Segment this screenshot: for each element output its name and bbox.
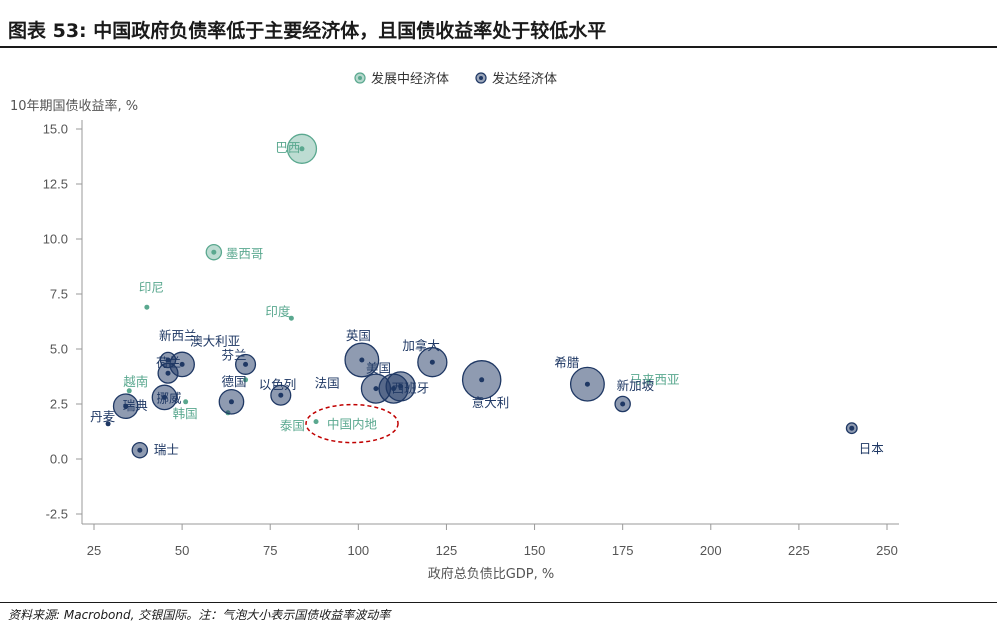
point-dot-德国: [228, 399, 234, 405]
point-label-巴西: 巴西: [275, 140, 300, 155]
chart-bubbles: [105, 133, 858, 459]
point-dot-印度: [288, 315, 294, 321]
legend-marker-dot: [358, 76, 362, 80]
point-dot-瑞士: [137, 447, 143, 453]
point-label-美国: 美国: [366, 361, 391, 376]
point-label-以色列: 以色列: [259, 377, 297, 392]
x-tick-label: 50: [175, 543, 189, 558]
chart-overlay: [305, 403, 399, 444]
point-label-荷兰: 荷兰: [156, 355, 181, 370]
point-label-印尼: 印尼: [139, 280, 164, 295]
point-label-西班牙: 西班牙: [392, 380, 430, 395]
point-label-瑞士: 瑞士: [154, 442, 179, 457]
page-title: 图表 53: 中国政府负债率低于主要经济体，且国债收益率处于较低水平: [8, 20, 607, 42]
point-dot-瑞典: [123, 403, 129, 409]
chart-axes: 25 50 75 100 125 150 175 200 225 250 15.0 12.5 10.0 7…: [10, 98, 899, 582]
point-label-英国: 英国: [346, 328, 371, 343]
y-tick-label: 15.0: [43, 122, 68, 137]
point-label-希腊: 希腊: [554, 355, 580, 370]
point-label-芬兰: 芬兰: [222, 347, 247, 362]
legend-label: 发达经济体: [492, 71, 557, 87]
x-tick-label: 75: [263, 543, 277, 558]
point-label-新西兰: 新西兰: [159, 328, 197, 343]
x-tick-label: 25: [87, 543, 101, 558]
y-axis-title: 10年期国债收益率, %: [10, 98, 138, 114]
point-label-日本: 日本: [859, 441, 885, 456]
point-dot-希腊: [584, 381, 590, 387]
point-dot-日本: [849, 425, 855, 431]
point-dot-澳大利亚: [179, 361, 185, 367]
point-label-意大利: 意大利: [472, 395, 510, 410]
legend-label: 发展中经济体: [371, 71, 449, 87]
point-dot-马来西亚: [243, 377, 249, 383]
x-tick-label: 175: [612, 543, 634, 558]
y-tick-label: 10.0: [43, 232, 68, 247]
source-note: 资料来源: Macrobond, 交银国际。注：气泡大小表示国债收益率波动率: [8, 608, 391, 622]
point-dot-芬兰: [243, 361, 249, 367]
point-dot-韩国: [183, 399, 189, 405]
point-label-法国: 法国: [315, 376, 340, 391]
point-label-越南: 越南: [123, 374, 148, 389]
point-dot-巴西: [299, 146, 305, 152]
point-label-瑞典: 瑞典: [123, 398, 148, 413]
legend: 发展中经济体 发达经济体: [354, 71, 557, 87]
point-dot-墨西哥: [211, 249, 217, 255]
point-label-墨西哥: 墨西哥: [226, 246, 264, 261]
point-dot-新加坡: [620, 401, 626, 407]
legend-marker-dot: [479, 76, 483, 80]
x-tick-label: 150: [524, 543, 546, 558]
point-label-中国内地: 中国内地: [327, 417, 378, 432]
x-axis-title: 政府总负债比GDP, %: [428, 567, 555, 582]
point-dot-西班牙: [398, 383, 404, 389]
point-label-挪威: 挪威: [156, 390, 182, 405]
y-tick-label: 0.0: [50, 452, 68, 467]
point-dot-美国: [373, 386, 379, 392]
y-tick-label: 7.5: [50, 287, 68, 302]
point-label-新加坡: 新加坡: [617, 378, 655, 393]
point-label-德国: 德国: [221, 374, 246, 389]
china-highlight-ellipse: [305, 403, 399, 444]
point-dot-以色列: [278, 392, 284, 398]
point-dot-新西兰: [165, 357, 171, 363]
point-label-丹麦: 丹麦: [90, 409, 116, 424]
x-tick-label: 125: [436, 543, 458, 558]
point-label-泰国: 泰国: [280, 418, 305, 433]
point-dot-意大利: [479, 377, 485, 383]
point-label-韩国: 韩国: [173, 406, 198, 421]
y-tick-label: 12.5: [43, 177, 68, 192]
bubble-chart: 发展中经济体 发达经济体 25 50 75 100 125 150 175 200 225 250 1…: [10, 71, 899, 582]
footer-rule: [0, 602, 997, 603]
x-tick-label: 200: [700, 543, 722, 558]
point-dot-越南: [126, 388, 132, 394]
x-tick-label: 225: [788, 543, 810, 558]
y-tick-label: 2.5: [50, 397, 68, 412]
point-dot-挪威: [161, 394, 167, 400]
point-dot-印尼: [144, 304, 150, 310]
point-dot-英国: [359, 357, 365, 363]
point-dot-加拿大: [429, 359, 435, 365]
point-label-印度: 印度: [265, 304, 291, 319]
x-tick-label: 250: [876, 543, 898, 558]
point-label-澳大利亚: 澳大利亚: [190, 333, 240, 348]
point-label-加拿大: 加拿大: [402, 338, 440, 353]
point-dot-荷兰: [165, 370, 171, 376]
point-dot-中国内地: [313, 419, 319, 425]
x-tick-label: 100: [347, 543, 369, 558]
y-tick-label: 5.0: [50, 342, 68, 357]
point-label-马来西亚: 马来西亚: [630, 372, 680, 387]
title-rule: [0, 46, 997, 48]
y-tick-label: -2.5: [46, 507, 68, 522]
point-dot-丹麦: [105, 421, 111, 427]
